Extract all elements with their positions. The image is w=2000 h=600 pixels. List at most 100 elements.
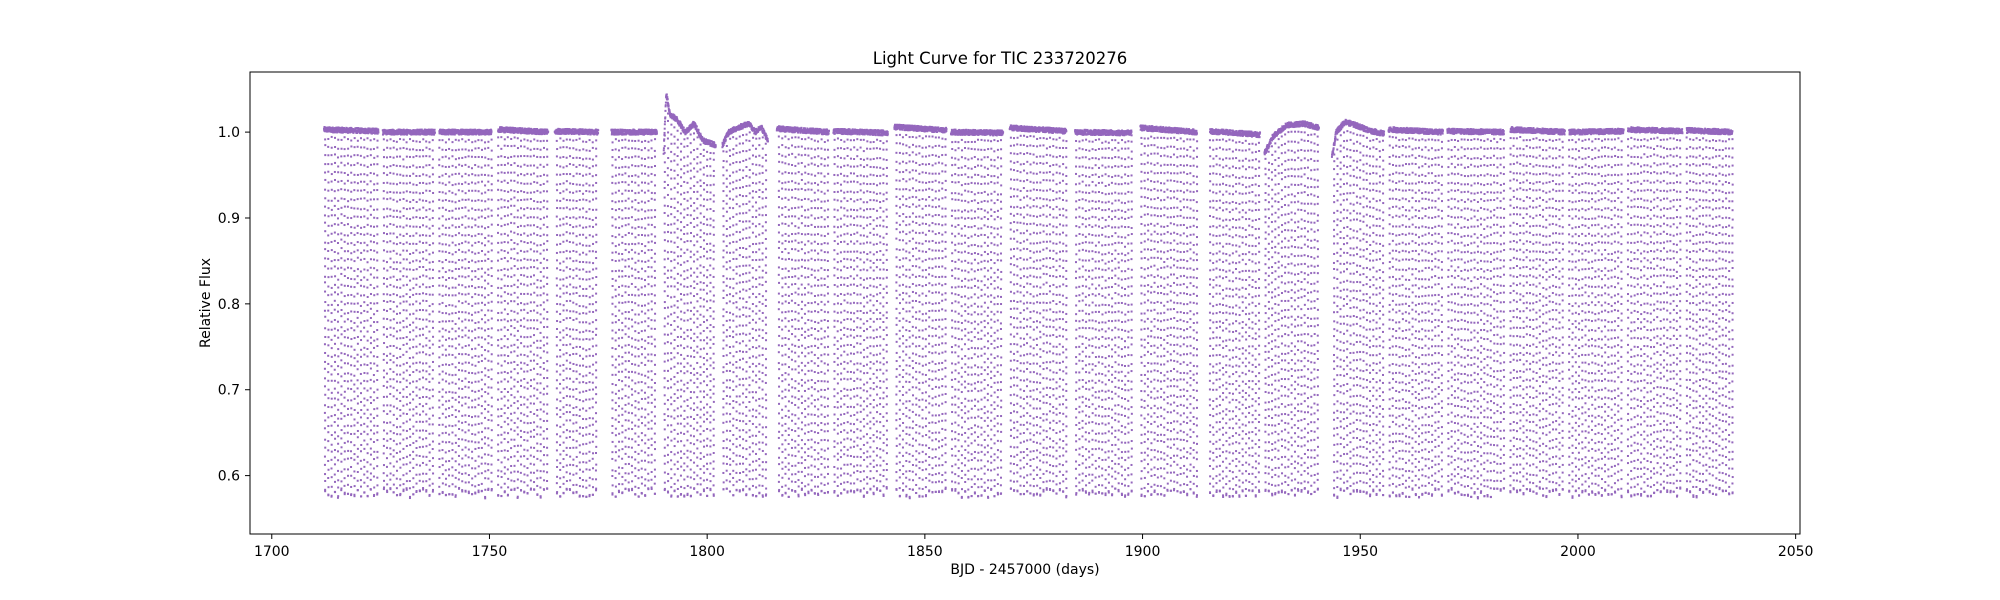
eclipse-point [504,483,506,485]
eclipse-point [328,336,330,338]
eclipse-point [478,252,480,254]
eclipse-point [533,266,535,268]
eclipse-point [442,482,444,484]
eclipse-point [402,182,404,184]
eclipse-point [585,288,587,290]
eclipse-point [419,455,421,457]
eclipse-point [383,464,385,466]
eclipse-point [527,155,529,157]
eclipse-point [530,140,532,142]
eclipse-point [340,326,342,328]
eclipse-point [432,353,434,355]
eclipse-point [559,165,561,167]
eclipse-point [353,384,355,386]
eclipse-point [468,354,470,356]
eclipse-point [569,217,571,219]
eclipse-point [468,456,470,458]
eclipse-point [474,174,476,176]
eclipse-point [513,311,515,313]
eclipse-point [527,458,529,460]
eclipse-point [556,407,558,409]
eclipse-point [487,226,489,228]
eclipse-point [383,216,385,218]
eclipse-point [589,417,591,419]
eclipse-point [448,304,450,306]
eclipse-point [406,284,408,286]
eclipse-point [409,393,411,395]
eclipse-point [412,322,414,324]
eclipse-point [412,269,414,271]
eclipse-point [566,300,568,302]
eclipse-point [412,493,414,495]
eclipse-point [393,164,395,166]
eclipse-point [540,280,542,282]
eclipse-point [523,214,525,216]
eclipse-point [373,467,375,469]
eclipse-point [536,354,538,356]
eclipse-point [579,338,581,340]
eclipse-point [582,358,584,360]
eclipse-point [484,272,486,274]
eclipse-point [491,420,493,422]
eclipse-point [442,379,444,381]
eclipse-point [442,424,444,426]
eclipse-point [347,354,349,356]
eclipse-point [415,335,417,337]
eclipse-point [415,284,417,286]
eclipse-point [536,458,538,460]
eclipse-point [536,477,538,479]
eclipse-point [340,487,342,489]
eclipse-point [337,495,339,497]
eclipse-point [507,329,509,331]
eclipse-point [324,138,326,140]
eclipse-point [546,140,548,142]
eclipse-point [491,167,493,169]
eclipse-point [331,189,333,191]
eclipse-point [347,388,349,390]
eclipse-point [324,214,326,216]
eclipse-point [337,304,339,306]
eclipse-point [517,445,519,447]
eclipse-point [334,438,336,440]
eclipse-point [484,489,486,491]
eclipse-point [507,182,509,184]
eclipse-point [566,447,568,449]
eclipse-point [324,189,326,191]
eclipse-point [478,209,480,211]
eclipse-point [575,473,577,475]
eclipse-point [507,320,509,322]
eclipse-point [399,174,401,176]
eclipse-point [324,276,326,278]
eclipse-point [360,155,362,157]
eclipse-point [546,370,548,372]
eclipse-point [422,283,424,285]
eclipse-point [491,139,493,141]
eclipse-point [579,164,581,166]
eclipse-point [523,439,525,441]
eclipse-point [327,242,329,244]
eclipse-point [406,463,408,465]
eclipse-point [389,447,391,449]
eclipse-point [526,467,528,469]
eclipse-point [585,245,587,247]
eclipse-point [442,165,444,167]
eclipse-point [399,478,401,480]
eclipse-point [327,163,329,165]
eclipse-point [350,407,352,409]
eclipse-point [507,468,509,470]
eclipse-point [478,484,480,486]
eclipse-point [563,319,565,321]
eclipse-point [334,214,336,216]
eclipse-point [396,433,398,435]
eclipse-point [376,293,378,295]
eclipse-point [468,337,470,339]
eclipse-point [520,259,522,261]
eclipse-point [536,389,538,391]
eclipse-point [461,329,463,331]
eclipse-point [490,336,492,338]
eclipse-point [324,230,326,232]
eclipse-point [350,267,352,269]
eclipse-point [514,489,516,491]
eclipse-point [461,438,463,440]
eclipse-point [438,443,440,445]
